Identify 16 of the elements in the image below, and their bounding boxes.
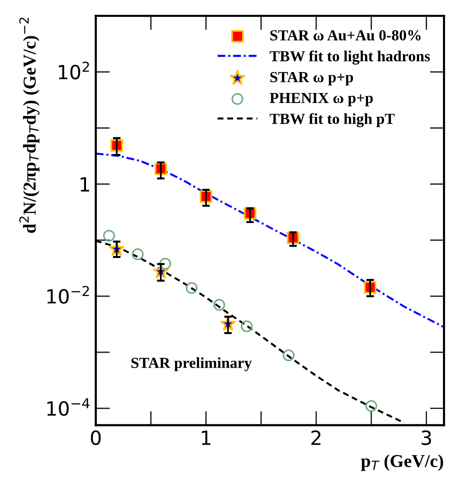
legend-label: TBW fit to high pT — [270, 113, 395, 128]
y-tick-label: 1 — [80, 177, 90, 192]
y-tick-label: 10$^{−4}$ — [47, 398, 90, 416]
legend-label: PHENIX ω p+p — [270, 92, 373, 106]
y-tick-label: 10$^{−2}$ — [47, 286, 89, 304]
x-axis-title: p$_{T}$ (GeV/c) — [361, 454, 444, 471]
y-tick-label: 10$^{2}$ — [58, 62, 89, 80]
x-tick-label: 0 — [90, 430, 101, 446]
x-tick-label: 2 — [311, 430, 320, 445]
annotation: STAR preliminary — [131, 357, 252, 372]
legend-label: STAR ω p+p — [270, 72, 354, 86]
legend-label: STAR ω Au+Au 0-80% — [270, 30, 421, 41]
legend-label: TBW fit to light hadrons — [270, 50, 430, 65]
x-tick-label: 1 — [202, 430, 210, 445]
y-axis-title: d$^{2}$N/(2πp$_{T}$dp$_{T}$dy) (GeV/c)$^{−2}$ — [19, 18, 40, 233]
x-tick-label: 3 — [422, 430, 432, 446]
